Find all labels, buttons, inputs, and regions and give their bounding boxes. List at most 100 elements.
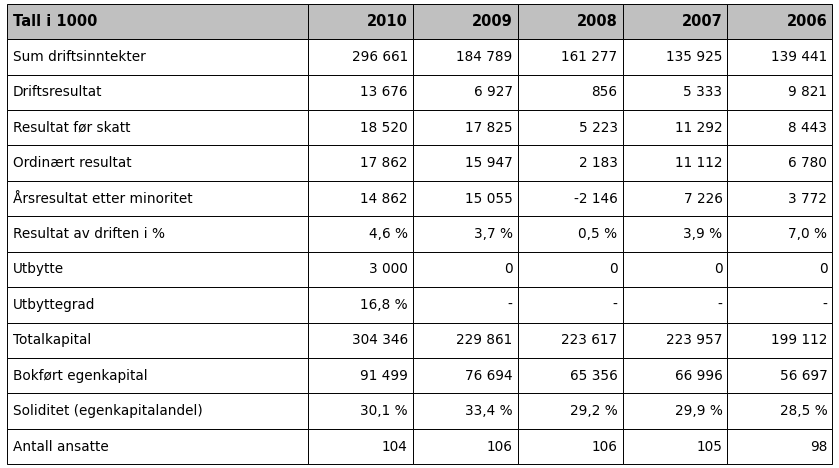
Text: 2006: 2006 <box>786 14 827 29</box>
Text: Soliditet (egenkapitalandel): Soliditet (egenkapitalandel) <box>13 404 202 418</box>
Text: 135 925: 135 925 <box>666 50 722 64</box>
Text: 56 697: 56 697 <box>779 369 827 383</box>
Bar <box>727 146 832 181</box>
Bar <box>413 252 518 287</box>
Text: 91 499: 91 499 <box>360 369 408 383</box>
Text: 105: 105 <box>696 439 722 453</box>
Bar <box>7 74 308 110</box>
Text: 7 226: 7 226 <box>684 191 722 205</box>
Text: Totalkapital: Totalkapital <box>13 333 91 347</box>
Text: 28,5 %: 28,5 % <box>779 404 827 418</box>
Text: 4,6 %: 4,6 % <box>369 227 408 241</box>
Bar <box>727 39 832 74</box>
Text: Resultat av driften i %: Resultat av driften i % <box>13 227 164 241</box>
Bar <box>727 358 832 394</box>
Text: 856: 856 <box>591 85 618 99</box>
Text: Resultat før skatt: Resultat før skatt <box>13 121 130 135</box>
Text: 30,1 %: 30,1 % <box>360 404 408 418</box>
Bar <box>7 181 308 216</box>
Text: 0: 0 <box>504 263 513 277</box>
Text: 223 617: 223 617 <box>561 333 618 347</box>
Text: 98: 98 <box>810 439 827 453</box>
Bar <box>413 74 518 110</box>
Text: Sum driftsinntekter: Sum driftsinntekter <box>13 50 145 64</box>
Text: 6 927: 6 927 <box>474 85 513 99</box>
Bar <box>623 74 727 110</box>
Bar <box>727 181 832 216</box>
Bar <box>623 322 727 358</box>
Bar <box>7 429 308 464</box>
Text: 5 223: 5 223 <box>579 121 618 135</box>
Bar <box>7 39 308 74</box>
Bar <box>7 4 308 39</box>
Bar <box>7 146 308 181</box>
Text: 0: 0 <box>819 263 827 277</box>
Text: 2007: 2007 <box>681 14 722 29</box>
Text: 11 292: 11 292 <box>675 121 722 135</box>
Text: 296 661: 296 661 <box>352 50 408 64</box>
Text: 9 821: 9 821 <box>789 85 827 99</box>
Text: 3,7 %: 3,7 % <box>474 227 513 241</box>
Text: 3 772: 3 772 <box>789 191 827 205</box>
Bar <box>518 181 623 216</box>
Text: 3,9 %: 3,9 % <box>683 227 722 241</box>
Bar <box>727 216 832 252</box>
Text: 0: 0 <box>609 263 618 277</box>
Bar <box>7 110 308 146</box>
Bar <box>413 287 518 322</box>
Bar <box>308 216 413 252</box>
Text: 17 862: 17 862 <box>361 156 408 170</box>
Text: -: - <box>508 298 513 312</box>
Text: 2009: 2009 <box>472 14 513 29</box>
Bar <box>623 216 727 252</box>
Bar <box>727 252 832 287</box>
Text: 2010: 2010 <box>367 14 408 29</box>
Bar <box>518 358 623 394</box>
Bar <box>727 74 832 110</box>
Text: 106: 106 <box>591 439 618 453</box>
Text: Ordinært resultat: Ordinært resultat <box>13 156 131 170</box>
Bar <box>623 181 727 216</box>
Text: 16,8 %: 16,8 % <box>360 298 408 312</box>
Bar <box>623 358 727 394</box>
Bar <box>7 358 308 394</box>
Text: 2 183: 2 183 <box>579 156 618 170</box>
Bar <box>413 110 518 146</box>
Bar <box>518 216 623 252</box>
Text: 15 055: 15 055 <box>465 191 513 205</box>
Bar <box>518 429 623 464</box>
Text: 11 112: 11 112 <box>675 156 722 170</box>
Bar <box>623 146 727 181</box>
Text: 0,5 %: 0,5 % <box>578 227 618 241</box>
Bar <box>727 4 832 39</box>
Text: 65 356: 65 356 <box>570 369 618 383</box>
Text: -: - <box>612 298 618 312</box>
Text: Antall ansatte: Antall ansatte <box>13 439 108 453</box>
Bar <box>308 146 413 181</box>
Text: -2 146: -2 146 <box>574 191 618 205</box>
Bar <box>308 4 413 39</box>
Bar <box>623 394 727 429</box>
Bar <box>308 39 413 74</box>
Text: 304 346: 304 346 <box>352 333 408 347</box>
Text: -: - <box>717 298 722 312</box>
Text: Utbytte: Utbytte <box>13 263 64 277</box>
Bar <box>727 429 832 464</box>
Bar <box>623 429 727 464</box>
Bar <box>413 146 518 181</box>
Text: 106: 106 <box>487 439 513 453</box>
Bar <box>623 252 727 287</box>
Text: 229 861: 229 861 <box>456 333 513 347</box>
Bar <box>7 394 308 429</box>
Bar <box>518 252 623 287</box>
Bar <box>727 322 832 358</box>
Text: Tall i 1000: Tall i 1000 <box>13 14 97 29</box>
Text: 2008: 2008 <box>576 14 618 29</box>
Text: Årsresultat etter minoritet: Årsresultat etter minoritet <box>13 191 192 205</box>
Text: 161 277: 161 277 <box>561 50 618 64</box>
Bar <box>518 110 623 146</box>
Text: 223 957: 223 957 <box>666 333 722 347</box>
Bar <box>518 394 623 429</box>
Text: 139 441: 139 441 <box>771 50 827 64</box>
Bar <box>727 110 832 146</box>
